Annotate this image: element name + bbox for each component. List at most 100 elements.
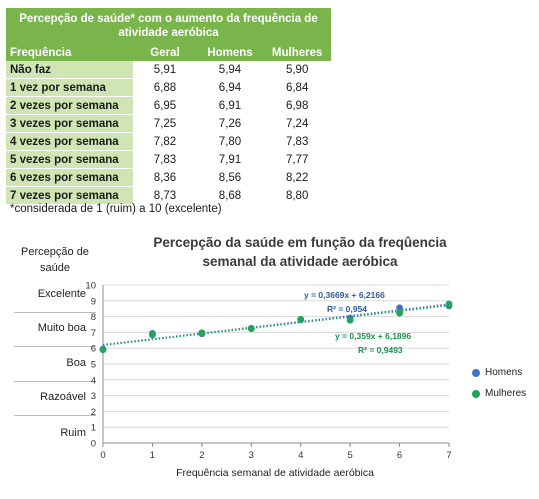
row-label: 4 vezes por semana <box>6 132 134 151</box>
cell-geral: 7,82 <box>153 135 177 148</box>
cell-mulheres: 8,80 <box>285 189 309 202</box>
scale-level-muito-boa: Muito boa <box>37 322 86 334</box>
legend-mulheres-marker <box>472 389 480 398</box>
y-tick-label: 9 <box>91 296 96 307</box>
scale-level-ruim: Ruim <box>60 427 86 439</box>
x-tick-label: 6 <box>397 450 402 461</box>
row-label: 1 vez por semana <box>6 78 134 97</box>
table-footnote: *considerada de 1 (ruim) a 10 (excelente… <box>10 203 222 215</box>
cell-homens: 8,68 <box>218 189 242 202</box>
table-row: 3 vezes por semana 7,25 7,26 7,24 <box>6 114 331 133</box>
x-tick-label: 7 <box>446 450 451 461</box>
cell-mulheres: 5,90 <box>285 63 309 76</box>
y-tick-label: 6 <box>91 344 96 355</box>
y-tick-label: 5 <box>91 360 96 371</box>
cell-mulheres: 7,77 <box>285 153 309 166</box>
scale-level-excelente: Excelente <box>37 288 86 300</box>
row-label: Não faz <box>6 61 134 79</box>
cell-geral: 8,36 <box>153 171 177 184</box>
scale-divider <box>14 312 96 313</box>
point-mulheres <box>247 325 255 333</box>
table-row: Não faz 5,91 5,94 5,90 <box>6 61 331 79</box>
y-tick-label: 3 <box>91 391 96 402</box>
header-frequencia: Frequência <box>6 44 134 61</box>
y-tick-label: 0 <box>91 439 96 450</box>
scale-divider <box>14 415 96 416</box>
equation-mulheres: y = 0,359x + 6,1896 <box>335 331 411 341</box>
header-geral: Geral <box>133 44 197 61</box>
cell-homens: 8,56 <box>218 171 242 184</box>
table-title: Percepção de saúde* com o aumento da fre… <box>6 8 331 44</box>
table-row: 2 vezes por semana 6,95 6,91 6,98 <box>6 96 331 115</box>
legend-mulheres-label: Mulheres <box>485 388 527 399</box>
cell-mulheres: 8,22 <box>285 171 309 184</box>
table-row: 6 vezes por semana 8,36 8,56 8,22 <box>6 168 331 187</box>
table-row: 4 vezes por semana 7,82 7,80 7,83 <box>6 132 331 151</box>
frequency-table-container: Percepção de saúde* com o aumento da fre… <box>6 8 331 205</box>
cell-geral: 5,91 <box>153 63 177 76</box>
cell-homens: 7,80 <box>218 135 242 148</box>
cell-mulheres: 7,24 <box>285 117 309 130</box>
header-mulheres: Mulheres <box>263 44 331 61</box>
scale-level-razoavel: Razoável <box>40 391 86 403</box>
cell-homens: 7,26 <box>218 117 242 130</box>
r2-homens: R² = 0,954 <box>327 304 367 314</box>
y-tick-label: 7 <box>91 328 96 339</box>
x-tick-label: 1 <box>150 450 155 461</box>
cell-mulheres: 6,84 <box>285 81 309 94</box>
point-mulheres <box>445 300 453 308</box>
legend-homens: Homens <box>472 367 522 378</box>
frequency-table: Percepção de saúde* com o aumento da fre… <box>6 8 331 205</box>
cell-homens: 7,91 <box>218 153 242 166</box>
equation-homens: y = 0,3669x + 6,2166 <box>304 290 385 300</box>
legend-homens-marker <box>472 368 480 377</box>
cell-homens: 6,91 <box>218 99 242 112</box>
row-label: 3 vezes por semana <box>6 114 134 133</box>
scale-divider <box>14 346 96 347</box>
table-row: 5 vezes por semana 7,83 7,91 7,77 <box>6 150 331 169</box>
point-homens <box>396 304 403 312</box>
row-label: 5 vezes por semana <box>6 150 134 169</box>
legend-homens-label: Homens <box>485 367 523 378</box>
r2-mulheres: R² = 0,9493 <box>358 345 403 355</box>
point-mulheres <box>346 316 354 324</box>
scale-divider <box>14 381 96 382</box>
point-mulheres <box>149 331 156 339</box>
point-mulheres <box>198 329 206 337</box>
x-tick-label: 0 <box>100 450 105 461</box>
point-mulheres <box>297 315 305 323</box>
y-tick-label: 1 <box>91 423 96 434</box>
cell-geral: 7,25 <box>153 117 177 130</box>
x-axis-title: Frequência semanal de atividade aeróbica <box>176 467 374 479</box>
row-label: 7 vezes por semana <box>6 186 134 205</box>
cell-geral: 7,83 <box>153 153 177 166</box>
point-mulheres <box>99 346 107 354</box>
table-row: 7 vezes por semana 8,73 8,68 8,80 <box>6 186 331 205</box>
table-header-row: Frequência Geral Homens Mulheres <box>6 44 331 61</box>
y-tick-label: 4 <box>91 375 96 386</box>
scale-level-boa: Boa <box>66 357 86 369</box>
row-label: 6 vezes por semana <box>6 168 134 187</box>
x-tick-label: 3 <box>249 450 254 461</box>
cell-geral: 8,73 <box>153 189 177 202</box>
cell-mulheres: 6,98 <box>285 99 309 112</box>
header-homens: Homens <box>196 44 264 61</box>
y-tick-label: 8 <box>91 312 96 323</box>
y-tick-label: 2 <box>91 407 96 418</box>
chart-title: Percepção da saúde em função da freqûenc… <box>153 235 447 269</box>
legend-mulheres: Mulheres <box>472 388 526 399</box>
x-tick-label: 2 <box>199 450 204 461</box>
cell-homens: 6,94 <box>218 81 242 94</box>
point-mulheres <box>396 309 403 317</box>
cell-homens: 5,94 <box>218 63 242 76</box>
cell-mulheres: 7,83 <box>285 135 309 148</box>
table-row: 1 vez por semana 6,88 6,94 6,84 <box>6 78 331 97</box>
row-label: 2 vezes por semana <box>6 96 134 115</box>
y-tick-label: 10 <box>85 281 96 292</box>
x-tick-label: 5 <box>347 450 352 461</box>
x-tick-label: 4 <box>298 450 303 461</box>
cell-geral: 6,95 <box>153 99 177 112</box>
cell-geral: 6,88 <box>153 81 177 94</box>
health-scale-title: Percepção de saúde <box>21 246 89 274</box>
